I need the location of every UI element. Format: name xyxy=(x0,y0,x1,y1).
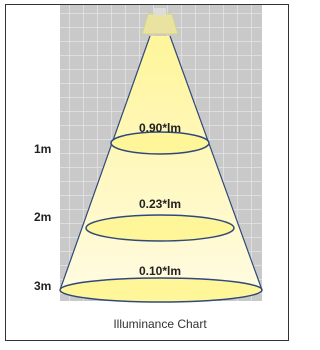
ring-1m xyxy=(111,132,209,154)
illuminance-value: 0.90*lm xyxy=(139,121,181,135)
page: 1m 2m 3m 0.90*lm 0.23*lm 0.10*lm Illumin… xyxy=(0,0,296,345)
lamp-mount xyxy=(154,8,166,15)
ring-2m xyxy=(86,215,234,241)
ring-3m xyxy=(60,278,262,302)
caption: Illuminance Chart xyxy=(113,317,207,331)
lamp xyxy=(142,14,178,34)
illuminance-value: 0.23*lm xyxy=(139,197,181,211)
distance-label: 1m xyxy=(34,142,51,156)
illuminance-diagram: 1m 2m 3m 0.90*lm 0.23*lm 0.10*lm Illumin… xyxy=(0,0,296,345)
illuminance-value: 0.10*lm xyxy=(139,264,181,278)
distance-label: 3m xyxy=(34,279,51,293)
distance-label: 2m xyxy=(34,210,51,224)
